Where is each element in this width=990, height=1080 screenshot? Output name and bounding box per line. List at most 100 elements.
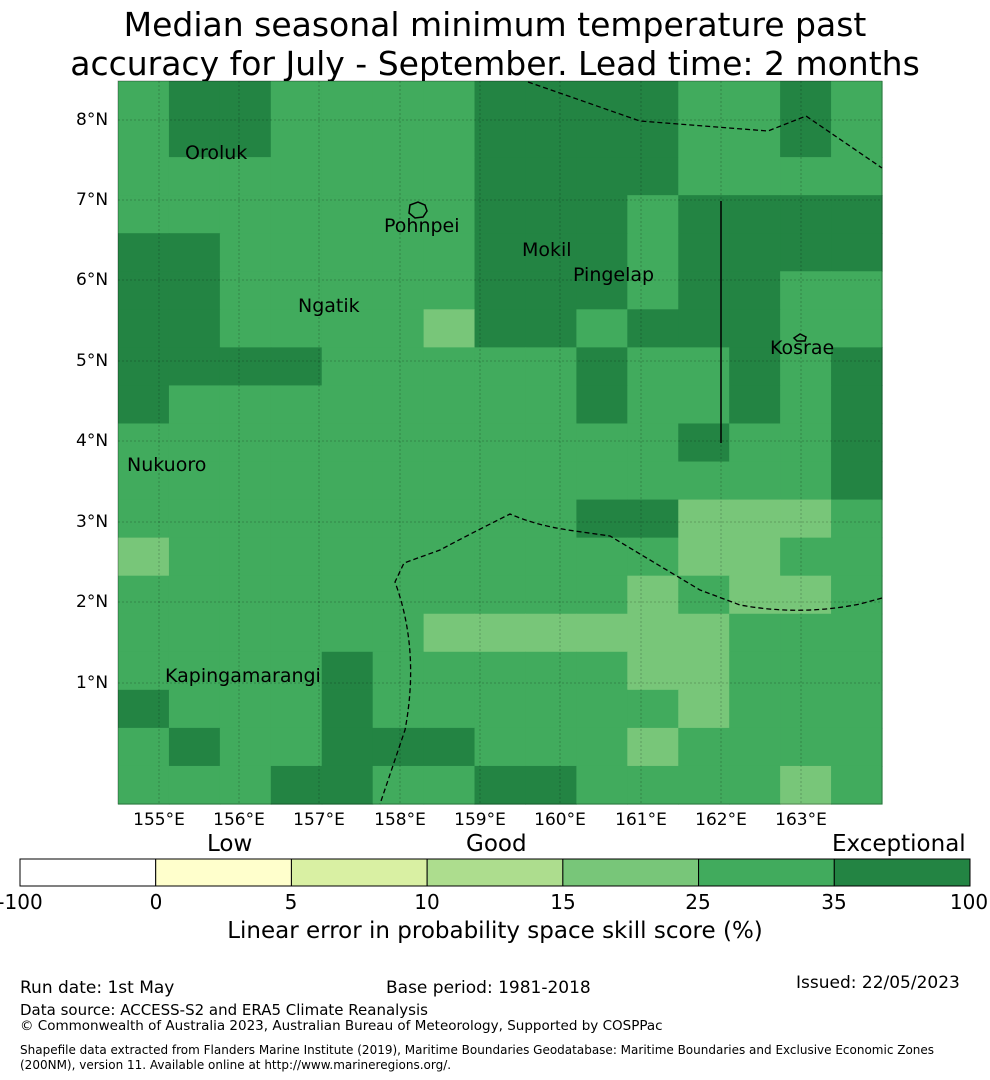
grid-cell bbox=[627, 499, 679, 539]
grid-cell bbox=[118, 119, 170, 158]
grid-cell bbox=[780, 727, 832, 767]
grid-cell bbox=[423, 727, 476, 767]
grid-cell bbox=[118, 689, 170, 729]
place-kapingamarangi: Kapingamarangi bbox=[165, 665, 321, 687]
grid-cell bbox=[576, 689, 628, 729]
grid-cell bbox=[270, 575, 323, 615]
grid-cell bbox=[780, 499, 832, 539]
island-outlines bbox=[408, 201, 807, 342]
grid-cell bbox=[525, 347, 577, 387]
lon-label-160e: 160°E bbox=[534, 810, 586, 830]
grid-cell bbox=[627, 689, 679, 729]
grid-cell bbox=[321, 119, 374, 158]
base-period: Base period: 1981-2018 bbox=[386, 978, 591, 998]
colorbar-segment bbox=[155, 858, 292, 887]
grid-cell bbox=[118, 575, 170, 615]
grid-cell bbox=[321, 347, 374, 387]
grid-cell bbox=[423, 423, 476, 463]
grid-cell bbox=[525, 271, 577, 310]
grid-cell bbox=[321, 765, 374, 805]
eez-boundary-lines bbox=[379, 81, 883, 805]
grid-cell bbox=[678, 651, 730, 691]
grid-cell bbox=[780, 651, 832, 691]
grid-cell bbox=[219, 119, 272, 158]
grid-cell bbox=[831, 385, 883, 425]
grid-cell bbox=[525, 119, 577, 158]
grid-cell bbox=[525, 385, 577, 425]
grid-cell bbox=[576, 461, 628, 501]
grid-cell bbox=[525, 499, 577, 539]
grid-cell bbox=[831, 727, 883, 767]
grid-cell bbox=[118, 233, 170, 272]
skill-score-grid bbox=[118, 81, 883, 805]
grid-cell bbox=[219, 195, 272, 234]
grid-cell bbox=[270, 309, 323, 348]
colorbar-segment bbox=[833, 858, 971, 887]
grid-cell bbox=[321, 461, 374, 501]
grid-cell bbox=[780, 347, 832, 387]
grid-cell bbox=[729, 575, 781, 615]
grid-cell bbox=[678, 233, 730, 272]
grid-cell bbox=[627, 347, 679, 387]
grid-cell bbox=[423, 537, 476, 577]
colorbar-tick-10: 10 bbox=[414, 890, 440, 914]
grid-cell bbox=[831, 537, 883, 577]
grid-cell bbox=[118, 499, 170, 539]
grid-cell bbox=[678, 81, 730, 120]
grid-cell bbox=[321, 613, 374, 653]
grid-cell bbox=[525, 423, 577, 463]
grid-cell bbox=[219, 271, 272, 310]
grid-cell bbox=[678, 461, 730, 501]
grid-cell bbox=[576, 575, 628, 615]
category-low: Low bbox=[207, 831, 253, 857]
lat-label-8n: 8°N bbox=[76, 110, 109, 130]
grid-cell bbox=[219, 461, 272, 501]
grid-cell bbox=[831, 575, 883, 615]
grid-cell bbox=[780, 765, 832, 805]
grid-cell bbox=[118, 81, 170, 120]
grid-cell bbox=[831, 689, 883, 729]
grid-cell bbox=[576, 195, 628, 234]
grid-cell bbox=[219, 385, 272, 425]
grid-cell bbox=[423, 233, 476, 272]
grid-cell bbox=[474, 423, 527, 463]
grid-cell bbox=[474, 271, 527, 310]
grid-cell bbox=[168, 461, 221, 501]
graticule bbox=[118, 81, 882, 804]
grid-cell bbox=[168, 119, 221, 158]
grid-cell bbox=[831, 233, 883, 272]
grid-cell bbox=[627, 233, 679, 272]
grid-cell bbox=[321, 651, 374, 691]
grid-cell bbox=[321, 385, 374, 425]
grid-cell bbox=[474, 651, 527, 691]
grid-cell bbox=[831, 309, 883, 348]
grid-cell bbox=[118, 461, 170, 501]
map-title-line-1: Median seasonal minimum temperature past bbox=[123, 5, 867, 44]
grid-cell bbox=[780, 157, 832, 196]
grid-cell bbox=[576, 765, 628, 805]
grid-cell bbox=[321, 233, 374, 272]
grid-cell bbox=[321, 499, 374, 539]
grid-cell bbox=[118, 423, 170, 463]
grid-cell bbox=[525, 195, 577, 234]
grid-cell bbox=[372, 765, 425, 805]
colorbar-title: Linear error in probability space skill … bbox=[227, 918, 763, 944]
issued-date: Issued: 22/05/2023 bbox=[796, 973, 960, 993]
lat-label-1n: 1°N bbox=[76, 673, 109, 693]
grid-cell bbox=[780, 613, 832, 653]
grid-cell bbox=[729, 195, 781, 234]
grid-cell bbox=[423, 461, 476, 501]
grid-cell bbox=[423, 347, 476, 387]
place-mokil: Mokil bbox=[522, 239, 572, 261]
grid-cell bbox=[831, 499, 883, 539]
grid-cell bbox=[474, 765, 527, 805]
grid-cell bbox=[525, 309, 577, 348]
category-good: Good bbox=[466, 831, 527, 857]
grid-cell bbox=[321, 81, 374, 120]
grid-cell bbox=[780, 195, 832, 234]
grid-cell bbox=[372, 81, 425, 120]
grid-cell bbox=[118, 309, 170, 348]
lon-label-158e: 158°E bbox=[374, 810, 426, 830]
grid-cell bbox=[576, 499, 628, 539]
